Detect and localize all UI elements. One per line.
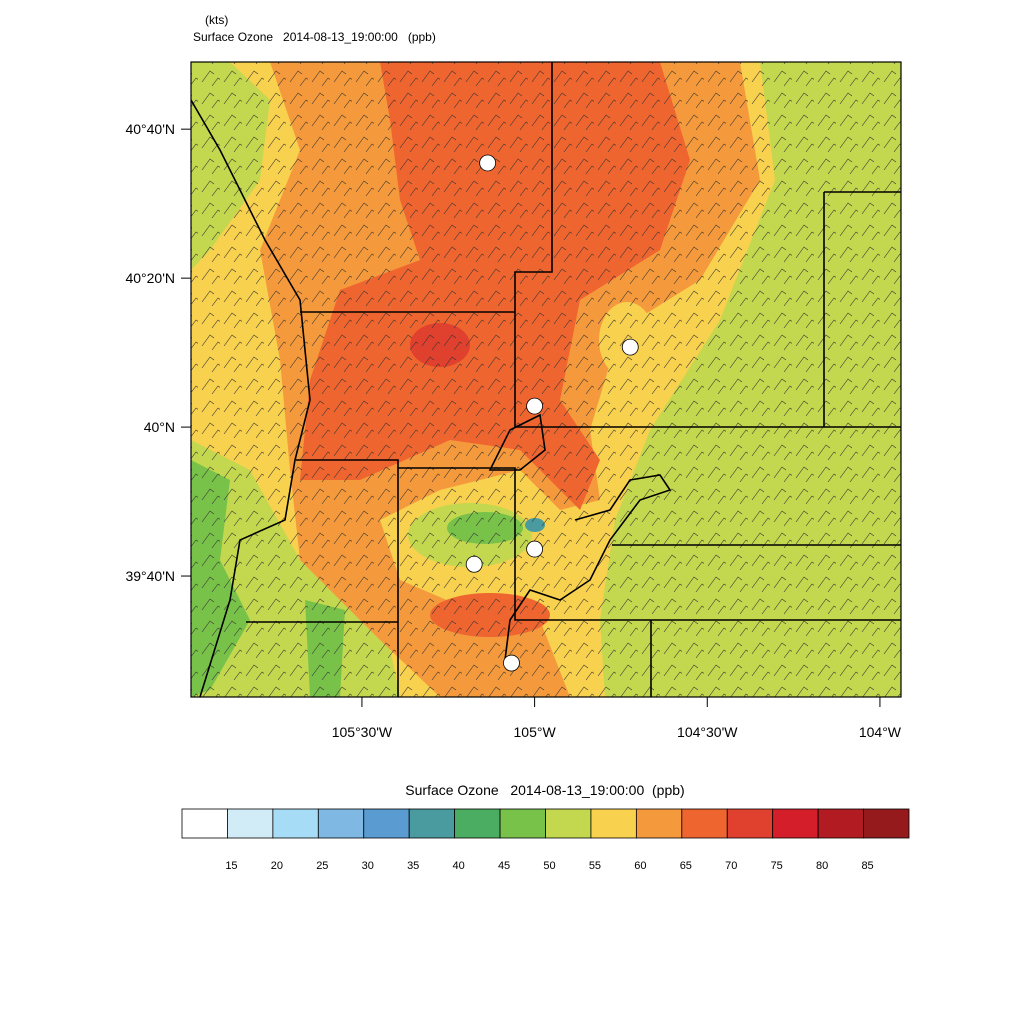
colorbar-label: 50 <box>543 860 555 872</box>
station <box>503 654 520 672</box>
x-tick-label: 105°30'W <box>332 724 393 740</box>
colorbar-label: 80 <box>816 860 828 872</box>
units-label: (kts) <box>205 13 228 27</box>
colorbar-swatch <box>545 808 592 839</box>
station <box>465 555 483 573</box>
station <box>479 154 497 172</box>
title: Surface Ozone 2014-08-13_19:00:00 (ppb) <box>193 30 436 44</box>
colorbar-label: 40 <box>453 860 465 872</box>
map-frame <box>190 61 902 698</box>
colorbar-label: 55 <box>589 860 601 872</box>
colorbar-swatch <box>772 808 819 839</box>
colorbar-label: 20 <box>271 860 283 872</box>
x-tick-label: 105°W <box>514 724 557 740</box>
colorbar-label: 70 <box>725 860 737 872</box>
colorbar-swatch <box>499 808 546 839</box>
colorbar-label: 25 <box>316 860 328 872</box>
colorbar-swatch <box>181 808 228 839</box>
colorbar-swatch <box>272 808 319 839</box>
colorbar-swatch <box>863 808 910 839</box>
colorbar-label: 75 <box>771 860 783 872</box>
colorbar-title: Surface Ozone 2014-08-13_19:00:00 (ppb) <box>405 782 684 798</box>
colorbar-label: 60 <box>634 860 646 872</box>
colorbar-label: 65 <box>680 860 692 872</box>
y-tick-label: 40°N <box>144 419 175 435</box>
x-tick-label: 104°W <box>859 724 902 740</box>
colorbar-swatch <box>408 808 456 839</box>
y-tick-label: 40°40'N <box>125 121 175 137</box>
station <box>526 397 544 415</box>
ozone-field <box>191 62 901 697</box>
colorbar-label: 30 <box>362 860 374 872</box>
colorbar-swatch <box>227 808 274 839</box>
station <box>526 540 544 558</box>
colorbar-label: 15 <box>225 860 237 872</box>
colorbar-swatch <box>681 808 728 839</box>
colorbar-swatch <box>317 808 365 839</box>
x-tick-label: 104°30'W <box>677 724 738 740</box>
annotations: 105°30'W 105°W 104°30'W 104°W 39°40'N 40°N 40°… <box>125 121 910 872</box>
colorbar-swatch <box>635 808 683 839</box>
colorbar-swatch <box>363 808 410 839</box>
colorbar-swatch <box>817 808 864 839</box>
colorbar-swatch <box>454 808 501 839</box>
y-tick-label: 40°20'N <box>125 270 175 286</box>
colorbar-swatch <box>590 808 637 839</box>
station <box>621 338 639 356</box>
colorbar-swatch <box>726 808 774 839</box>
y-tick-label: 39°40'N <box>125 568 175 584</box>
colorbar-label: 45 <box>498 860 510 872</box>
colorbar-label: 35 <box>407 860 419 872</box>
colorbar-label: 85 <box>861 860 873 872</box>
